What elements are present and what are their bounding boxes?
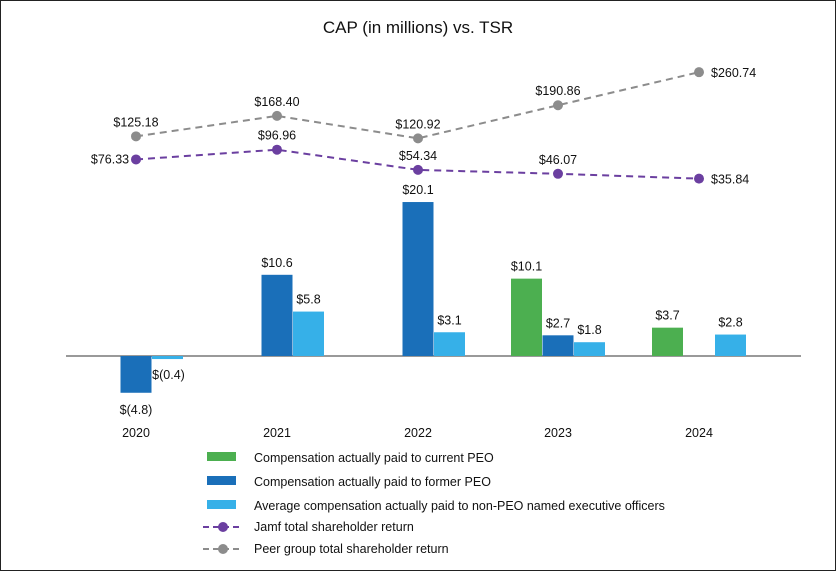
bar-2022-series-2 xyxy=(434,332,465,356)
bar-2022-series-1 xyxy=(402,202,434,356)
line-label-0-2020: $76.33 xyxy=(91,152,129,166)
legend-label-bar-0: Compensation actually paid to current PE… xyxy=(254,451,494,465)
x-tick-2024: 2024 xyxy=(685,426,713,440)
bar-2023-series-2 xyxy=(574,342,605,356)
chart-title: CAP (in millions) vs. TSR xyxy=(323,18,513,37)
line-point-0-2023 xyxy=(553,168,563,179)
bar-2021-series-1 xyxy=(261,274,293,356)
bar-label-2023-series-2: $1.8 xyxy=(577,323,601,337)
legend-swatch-bar-2 xyxy=(207,500,236,509)
line-label-0-2024: $35.84 xyxy=(711,173,749,187)
legend-swatch-bar-0 xyxy=(207,452,236,461)
line-point-1-2022 xyxy=(413,133,423,144)
line-label-0-2023: $46.07 xyxy=(539,153,577,167)
legend-label-bar-2: Average compensation actually paid to no… xyxy=(254,499,665,513)
bar-label-2020-series-2: $(0.4) xyxy=(152,368,185,382)
legend-label-bar-1: Compensation actually paid to former PEO xyxy=(254,475,491,489)
bar-label-2021-series-1: $10.6 xyxy=(261,256,292,270)
bar-label-2024-series-2: $2.8 xyxy=(718,316,742,330)
line-marks xyxy=(131,67,704,184)
legend-marker-line-0 xyxy=(218,522,228,532)
line-label-1-2020: $125.18 xyxy=(113,115,158,129)
bar-2024-series-0 xyxy=(652,327,683,356)
legend: Compensation actually paid to current PE… xyxy=(203,451,665,556)
x-axis-ticks: 2020 2021 2022 2023 2024 xyxy=(122,426,713,440)
bar-label-2023-series-1: $2.7 xyxy=(546,316,570,330)
x-tick-2022: 2022 xyxy=(404,426,432,440)
legend-marker-line-1 xyxy=(218,544,228,554)
line-point-1-2020 xyxy=(131,131,141,142)
bar-label-2022-series-2: $3.1 xyxy=(437,313,461,327)
line-point-1-2021 xyxy=(272,110,282,121)
line-point-0-2021 xyxy=(272,144,282,155)
line-label-1-2024: $260.74 xyxy=(711,66,756,80)
line-label-1-2022: $120.92 xyxy=(395,117,440,131)
line-label-0-2022: $54.34 xyxy=(399,149,437,163)
line-series-0 xyxy=(135,148,700,180)
bar-2021-series-2 xyxy=(293,311,324,356)
line-point-1-2024 xyxy=(694,67,704,78)
legend-swatch-bar-1 xyxy=(207,476,236,485)
line-point-1-2023 xyxy=(553,100,563,111)
bar-marks xyxy=(120,202,746,393)
bar-2020-series-1 xyxy=(120,356,152,393)
bar-2024-series-2 xyxy=(715,334,746,356)
line-point-0-2020 xyxy=(131,154,141,165)
line-point-0-2022 xyxy=(413,164,423,175)
legend-label-line-1: Peer group total shareholder return xyxy=(254,542,449,556)
bar-label-2022-series-1: $20.1 xyxy=(402,183,433,197)
x-tick-2021: 2021 xyxy=(263,426,291,440)
data-labels: $10.1 $3.7 $(4.8) $10.6 $20.1 $2.7 $(0.4) $5.8 $… xyxy=(91,66,756,417)
line-point-0-2024 xyxy=(694,173,704,184)
bar-label-2023-series-0: $10.1 xyxy=(511,260,542,274)
bar-2023-series-1 xyxy=(542,335,574,356)
line-label-1-2021: $168.40 xyxy=(254,95,299,109)
line-label-1-2023: $190.86 xyxy=(535,84,580,98)
bar-label-2021-series-2: $5.8 xyxy=(296,293,320,307)
x-tick-2023: 2023 xyxy=(544,426,572,440)
bar-label-2020-series-1: $(4.8) xyxy=(120,403,153,417)
bar-2023-series-0 xyxy=(511,278,542,356)
bar-2020-series-2 xyxy=(152,356,183,360)
x-tick-2020: 2020 xyxy=(122,426,150,440)
bar-label-2024-series-0: $3.7 xyxy=(655,309,679,323)
legend-label-line-0: Jamf total shareholder return xyxy=(254,520,414,534)
line-label-0-2021: $96.96 xyxy=(258,129,296,143)
